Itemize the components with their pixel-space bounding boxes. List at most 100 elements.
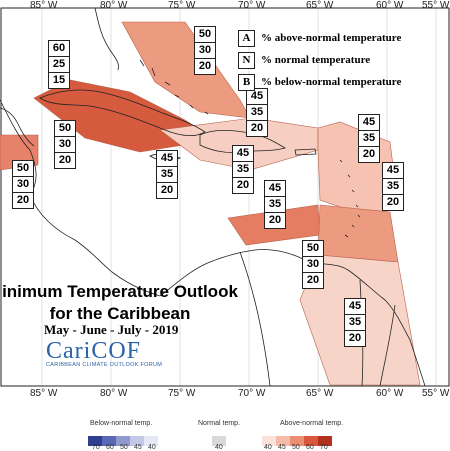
lon-label-80w-bottom: 80° W bbox=[100, 388, 128, 399]
prob-box-bahamas: 50 30 20 bbox=[194, 26, 216, 75]
lon-label-85w: 85° W bbox=[30, 0, 58, 11]
lesser-antilles bbox=[339, 159, 361, 238]
legend-text-above: % above-normal temperature bbox=[261, 32, 402, 44]
prob-above: 50 bbox=[303, 241, 323, 257]
lon-label-65w-bottom: 65° W bbox=[306, 388, 334, 399]
prob-below: 20 bbox=[386, 196, 400, 208]
hispaniola-coast bbox=[199, 129, 287, 153]
colorbar-above-swatch-4 bbox=[318, 436, 332, 446]
legend-text-below: % below-normal temperature bbox=[261, 76, 402, 88]
prob-below: 20 bbox=[58, 154, 72, 166]
colorbar-below-tick-4: 40 bbox=[148, 444, 156, 451]
colorbar-below-tick-0: 70 bbox=[92, 444, 100, 451]
prob-normal: 30 bbox=[13, 177, 33, 193]
lon-label-70w: 70° W bbox=[238, 0, 266, 11]
prob-normal: 35 bbox=[265, 197, 285, 213]
colorbar-below-tick-2: 50 bbox=[120, 444, 128, 451]
prob-below: 15 bbox=[52, 74, 66, 86]
prob-normal: 35 bbox=[157, 167, 177, 183]
prob-above: 45 bbox=[345, 299, 365, 315]
prob-below: 20 bbox=[306, 274, 320, 286]
legend-row-above: A % above-normal temperature bbox=[238, 28, 401, 48]
lon-label-80w: 80° W bbox=[100, 0, 128, 11]
title-line-2: for the Caribbean bbox=[49, 304, 191, 323]
prob-below: 20 bbox=[236, 179, 250, 191]
lon-label-60w-bottom: 60° W bbox=[376, 388, 404, 399]
lon-label-75w-bottom: 75° W bbox=[168, 388, 196, 399]
colorbar-above-swatch-0 bbox=[262, 436, 276, 446]
legend-key-above: A bbox=[238, 29, 255, 47]
colorbar-below-swatch-2 bbox=[116, 436, 130, 446]
lon-label-65w: 65° W bbox=[306, 0, 334, 11]
season-label: May - June - July - 2019 bbox=[44, 322, 179, 337]
prob-above: 45 bbox=[247, 89, 267, 105]
prob-normal: 35 bbox=[247, 105, 267, 121]
prob-above: 50 bbox=[13, 161, 33, 177]
prob-below: 20 bbox=[198, 60, 212, 72]
legend-key-below: B bbox=[238, 73, 255, 91]
prob-normal: 30 bbox=[55, 137, 75, 153]
prob-above: 60 bbox=[49, 41, 69, 57]
prob-below: 20 bbox=[16, 194, 30, 206]
prob-normal: 35 bbox=[233, 162, 253, 178]
prob-below: 20 bbox=[348, 332, 362, 344]
logo-wordmark: CariCOF bbox=[46, 338, 142, 364]
prob-above: 50 bbox=[195, 27, 215, 43]
land-outlines bbox=[0, 7, 426, 387]
colorbar-below-swatch-1 bbox=[102, 436, 116, 446]
colorbar-above-tick-0: 40 bbox=[264, 444, 272, 451]
lon-label-55w: 55° W bbox=[422, 0, 450, 11]
legend-row-below: B % below-normal temperature bbox=[238, 72, 401, 92]
prob-above: 45 bbox=[359, 115, 379, 131]
colorbar-above-swatch-1 bbox=[276, 436, 290, 446]
lon-label-70w-bottom: 70° W bbox=[238, 388, 266, 399]
prob-normal: 30 bbox=[303, 257, 323, 273]
colorbar-above-swatch-2 bbox=[290, 436, 304, 446]
legend-row-normal: N % normal temperature bbox=[238, 50, 401, 70]
prob-box-turks-caicos: 45 35 20 bbox=[232, 145, 254, 194]
prob-below: 20 bbox=[362, 148, 376, 160]
prob-normal: 25 bbox=[49, 57, 69, 73]
prob-box-cayman: 50 30 20 bbox=[54, 120, 76, 169]
colorbar-normal-label: Normal temp. bbox=[198, 420, 241, 427]
colorbar-below-swatch-3 bbox=[130, 436, 144, 446]
prob-normal: 35 bbox=[359, 131, 379, 147]
colorbar-above-tick-1: 45 bbox=[278, 444, 286, 451]
colorbar-below bbox=[88, 433, 158, 446]
lon-label-60w: 60° W bbox=[376, 0, 404, 11]
zone-trinidad bbox=[317, 204, 399, 263]
prob-below: 20 bbox=[268, 214, 282, 226]
bahamas-islands bbox=[139, 59, 209, 115]
yucatan-coast bbox=[0, 107, 35, 147]
prob-above: 50 bbox=[55, 121, 75, 137]
title-line-1: inimum Temperature Outlook bbox=[2, 282, 238, 301]
south-america-coast bbox=[159, 249, 426, 387]
colorbar-normal-swatch-0 bbox=[212, 436, 226, 446]
prob-above: 45 bbox=[383, 163, 403, 179]
map-frame bbox=[0, 7, 450, 387]
colorbar-above-tick-4: 70 bbox=[320, 444, 328, 451]
colorbar-above-swatch-3 bbox=[304, 436, 318, 446]
colorbar-above-tick-3: 60 bbox=[306, 444, 314, 451]
caricof-logo: CariCOF CARIBBEAN CLIMATE OUTLOOK FORUM bbox=[46, 338, 162, 368]
legend-text-normal: % normal temperature bbox=[261, 54, 371, 66]
map-legend: A % above-normal temperature N % normal … bbox=[238, 28, 401, 94]
colorbar-below-tick-1: 60 bbox=[106, 444, 114, 451]
lon-label-55w-bottom: 55° W bbox=[422, 388, 450, 399]
prob-box-leeward: 45 35 20 bbox=[382, 162, 404, 211]
colorbar-above-label: Above-normal temp. bbox=[280, 420, 344, 427]
prob-below: 20 bbox=[250, 122, 264, 134]
colorbar-above bbox=[262, 433, 332, 446]
colorbar-below-swatch-0 bbox=[88, 436, 102, 446]
prob-box-cuba: 60 25 15 bbox=[48, 40, 70, 89]
prob-below: 20 bbox=[160, 184, 174, 196]
prob-above: 45 bbox=[265, 181, 285, 197]
colorbar-below-swatch-4 bbox=[144, 436, 158, 446]
prob-box-jamaica: 45 35 20 bbox=[156, 150, 178, 199]
prob-above: 45 bbox=[157, 151, 177, 167]
prob-box-hispaniola: 45 35 20 bbox=[246, 88, 268, 137]
colorbar-above-tick-2: 50 bbox=[292, 444, 300, 451]
lon-label-85w-bottom: 85° W bbox=[30, 388, 58, 399]
prob-normal: 30 bbox=[195, 43, 215, 59]
prob-box-puerto-rico: 45 35 20 bbox=[358, 114, 380, 163]
